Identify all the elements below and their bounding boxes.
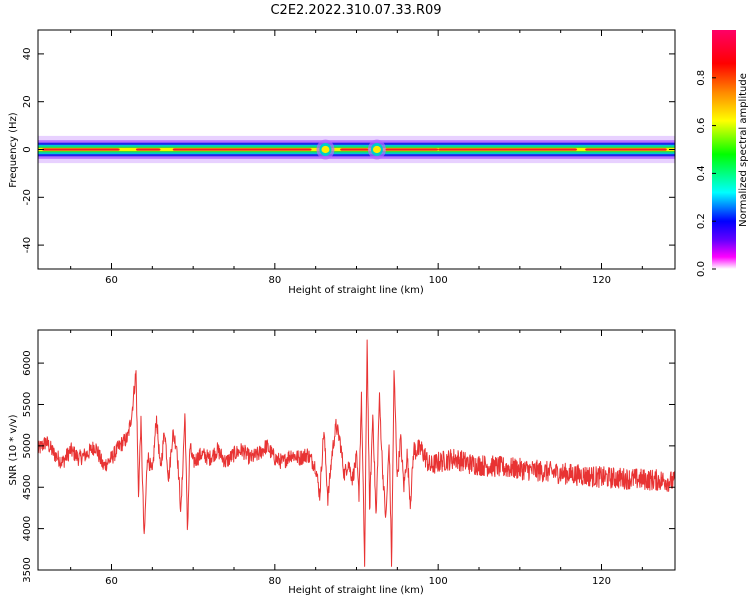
spectrogram-x-tick-label: 80 [268, 275, 281, 286]
colorbar-gradient [712, 30, 736, 269]
band-core-segment [385, 148, 439, 151]
snr-series-line [38, 339, 675, 567]
snr-x-tick-label: 60 [105, 576, 118, 587]
spectrogram-y-tick-label: 20 [22, 95, 33, 108]
snr-x-tick-label: 80 [268, 576, 281, 587]
spectrogram-y-tick-label: 40 [22, 48, 33, 61]
colorbar-tick-label: 0.0 [696, 261, 707, 277]
colorbar: 0.0 0.2 0.4 0.6 0.8 Normalized spectral ampl… [696, 30, 749, 277]
spectrogram-y-tick-label: -20 [22, 189, 33, 205]
spectrogram-x-tick-label: 60 [105, 275, 118, 286]
snr-y-tick-label: 4500 [22, 475, 33, 500]
spectrogram-ticks: 60 80 100 120 -40 -20 0 20 40 [22, 30, 675, 286]
snr-y-label: SNR (10 * v/v) [8, 414, 19, 485]
band-bright-spot [372, 145, 381, 154]
spectrogram-band [38, 135, 675, 164]
snr-x-tick-label: 100 [429, 576, 448, 587]
snr-panel: 60 80 100 120 3500 4000 4500 5000 5500 6000 Heigh… [8, 329, 676, 596]
snr-x-label: Height of straight line (km) [288, 585, 424, 596]
figure-title: C2E2.2022.310.07.33.R09 [270, 3, 441, 18]
colorbar-tick-label: 0.2 [696, 213, 707, 229]
colorbar-tick-label: 0.6 [696, 118, 707, 134]
band-core-segment [340, 148, 369, 151]
spectrogram-x-tick-label: 120 [592, 275, 611, 286]
snr-y-tick-label: 5000 [22, 433, 33, 458]
spectrogram-y-tick-label: 0 [22, 146, 33, 152]
colorbar-tick-label: 0.4 [696, 165, 707, 181]
spectrogram-panel: 60 80 100 120 -40 -20 0 20 40 Height of straight… [8, 29, 676, 296]
colorbar-label: Normalized spectral amplitude [738, 73, 749, 227]
spectrogram-y-label: Frequency (Hz) [8, 112, 19, 188]
colorbar-ticks: 0.0 0.2 0.4 0.6 0.8 [696, 70, 716, 277]
snr-y-tick-label: 5500 [22, 392, 33, 417]
snr-y-tick-label: 3500 [22, 557, 33, 582]
colorbar-tick-label: 0.8 [696, 70, 707, 86]
spectrogram-y-tick-label: -40 [22, 237, 33, 253]
snr-x-tick-label: 120 [592, 576, 611, 587]
band-core-segment [136, 148, 161, 151]
snr-ticks: 60 80 100 120 3500 4000 4500 5000 5500 6000 [22, 330, 675, 587]
snr-y-tick-label: 4000 [22, 516, 33, 541]
band-core-segment [438, 148, 577, 151]
snr-frame [37, 329, 676, 571]
band-bright-spot [321, 145, 330, 154]
band-core-segment [172, 148, 312, 151]
snr-y-tick-label: 6000 [22, 350, 33, 375]
spectrogram-x-tick-label: 100 [429, 275, 448, 286]
band-core-segment [42, 148, 120, 151]
band-core-segment [585, 148, 667, 151]
spectrogram-x-label: Height of straight line (km) [288, 285, 424, 296]
